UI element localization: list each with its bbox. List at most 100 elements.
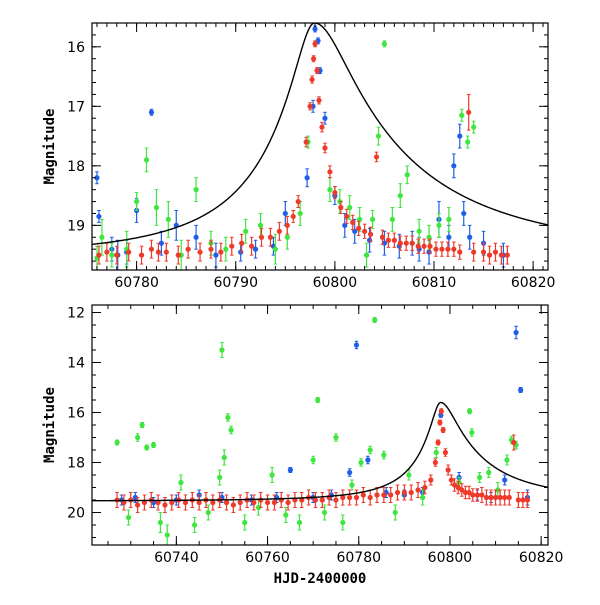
data-point-red — [381, 492, 387, 498]
data-point-red — [432, 459, 438, 466]
data-point-red — [422, 484, 428, 491]
model-curve-bottom — [92, 401, 548, 502]
data-point-green — [228, 427, 234, 433]
data-point-red — [457, 249, 463, 255]
data-point-blue — [287, 467, 293, 473]
data-point-red — [163, 249, 169, 255]
data-point-red — [175, 252, 181, 258]
data-point-red — [360, 492, 366, 498]
data-point-red — [504, 252, 510, 258]
data-point-green — [255, 504, 262, 511]
data-point-red — [438, 408, 444, 414]
y-axis-title-bottom: Magnitude — [42, 387, 58, 463]
y-tick-label: 18 — [67, 456, 85, 472]
data-point-green — [406, 472, 412, 478]
data-point-blue — [467, 234, 473, 240]
data-point-red — [492, 494, 499, 501]
data-point-red — [251, 499, 257, 506]
data-point-green — [420, 494, 426, 501]
data-point-green — [369, 216, 376, 223]
data-point-red — [344, 213, 350, 220]
data-point-red — [448, 477, 454, 483]
data-point-red — [162, 502, 168, 508]
data-point-green — [143, 157, 150, 163]
data-point-green — [416, 228, 422, 234]
data-point-red — [373, 154, 380, 160]
data-point-red — [197, 249, 203, 255]
data-point-green — [495, 487, 501, 493]
data-point-red — [445, 246, 451, 252]
data-point-blue — [461, 210, 467, 217]
data-point-red — [316, 97, 322, 103]
data-point-red — [284, 222, 290, 228]
data-point-red — [295, 198, 301, 205]
data-point-red — [290, 213, 296, 220]
data-point-green — [153, 204, 160, 211]
data-point-green — [178, 479, 184, 486]
data-point-green — [446, 216, 452, 223]
data-point-green — [223, 246, 229, 252]
data-point-blue — [366, 237, 373, 243]
data-point-blue — [312, 26, 318, 32]
data-point-green — [504, 457, 510, 463]
data-point-green — [219, 347, 225, 353]
data-point-red — [451, 246, 457, 252]
data-point-green — [367, 447, 373, 453]
data-point-red — [319, 124, 325, 130]
x-tick-label: 60780 — [114, 275, 159, 291]
data-point-red — [319, 497, 325, 503]
data-point-red — [347, 494, 353, 501]
data-point-red — [471, 249, 477, 255]
data-point-green — [114, 439, 120, 446]
data-point-blue — [94, 175, 100, 181]
data-point-red — [356, 225, 362, 231]
model-curve-top — [92, 23, 548, 246]
data-point-red — [403, 240, 409, 246]
y-tick-label: 18 — [67, 159, 85, 175]
data-point-red — [114, 252, 120, 258]
data-point-green — [217, 474, 223, 481]
data-point-red — [483, 494, 490, 501]
data-point-green — [269, 472, 275, 478]
x-tick-label: 60780 — [336, 550, 381, 566]
data-point-blue — [426, 249, 432, 255]
data-point-red — [239, 240, 245, 246]
x-tick-label: 60810 — [412, 275, 457, 291]
y-tick-label: 14 — [67, 356, 85, 372]
data-point-blue — [158, 240, 164, 246]
data-point-red — [303, 139, 309, 145]
data-point-red — [492, 249, 499, 255]
data-point-red — [229, 243, 235, 249]
y-tick-label: 20 — [67, 506, 85, 522]
data-point-red — [415, 487, 421, 493]
data-point-red — [428, 477, 434, 483]
data-point-green — [389, 216, 395, 223]
data-point-red — [445, 467, 451, 473]
x-tick-label: 60800 — [313, 275, 358, 291]
data-point-blue — [132, 494, 138, 501]
data-point-green — [433, 449, 439, 456]
panel-bottom: 60740 60760 60780 60800 60820 12 14 16 18 20 Magni… — [42, 304, 564, 587]
data-point-green — [99, 234, 105, 240]
data-point-red — [353, 494, 360, 501]
data-point-red — [515, 497, 521, 503]
data-point-green — [477, 474, 483, 481]
data-point-green — [436, 222, 442, 228]
data-point-red — [408, 489, 414, 496]
plot-area-top — [92, 23, 548, 270]
data-point-red — [258, 234, 265, 240]
plot-area-bottom — [92, 317, 548, 545]
x-tick-label: 60820 — [511, 275, 556, 291]
data-point-red — [498, 252, 505, 258]
data-point-red — [208, 246, 214, 252]
data-point-red — [155, 499, 161, 506]
data-point-green — [192, 522, 198, 528]
axes-frame-bottom — [91, 304, 549, 546]
x-tick-label: 60820 — [519, 550, 564, 566]
data-point-red — [340, 494, 346, 501]
data-point-red — [271, 499, 277, 506]
x-tick-label: 60740 — [154, 550, 199, 566]
data-point-blue — [353, 342, 360, 348]
data-point-red — [379, 234, 386, 240]
